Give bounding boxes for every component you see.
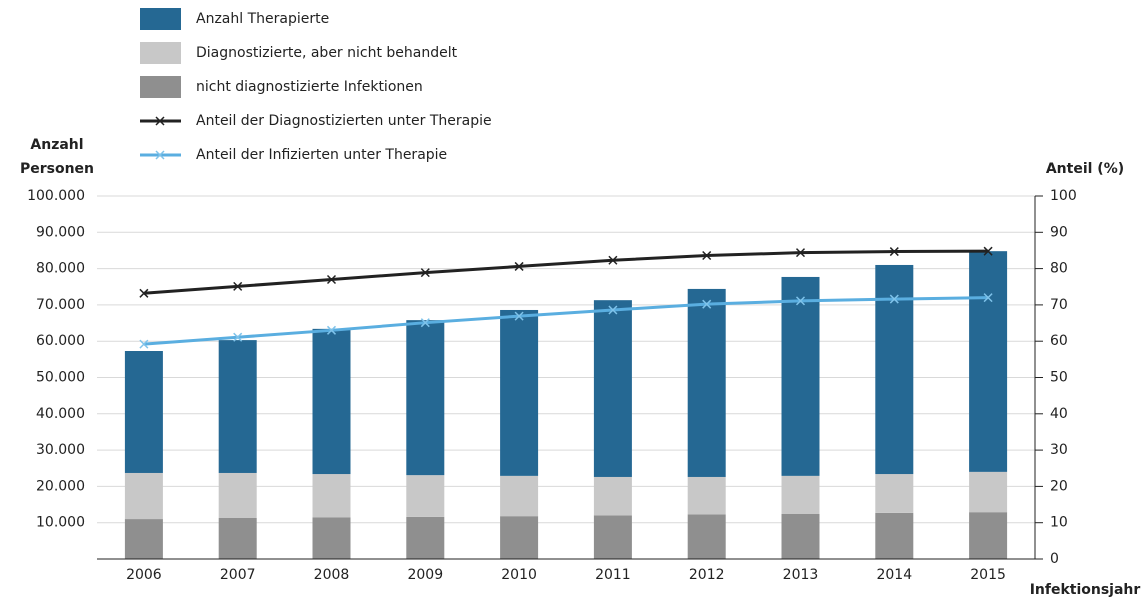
bar [500,475,539,517]
x-axis-label: Infektionsjahr [1030,582,1141,598]
legend-label: Anteil der Infizierten unter Therapie [196,147,447,163]
bar [875,264,914,475]
y2-tick-label: 30 [1050,442,1068,458]
line-marker [326,274,337,285]
bar [969,471,1008,513]
line-marker [514,261,524,271]
line-marker [233,281,243,291]
x-tick-label: 2013 [783,567,819,583]
y2-tick-label: 90 [1050,224,1068,240]
legend-label: Diagnostizierte, aber nicht behandelt [196,45,458,61]
y2-tick-label: 40 [1050,406,1068,422]
line-marker [889,294,899,304]
bar [687,514,726,559]
bar [218,340,257,473]
line-marker [420,268,430,278]
y-tick-label: 60.000 [36,333,85,349]
bar [969,251,1008,472]
legend-label: Anteil der Diagnostizierten unter Therap… [196,113,492,129]
line [143,249,989,295]
line-marker [795,248,806,258]
bar [406,320,445,476]
bar [875,512,914,559]
line-marker [795,296,806,306]
legend-swatch [140,8,181,30]
legend-marker [155,116,165,126]
y-tick-label: 90.000 [36,224,85,240]
y-tick-label: 10.000 [36,515,85,531]
line-marker [608,305,618,315]
x-tick-label: 2015 [970,567,1006,583]
bar [312,328,351,475]
bar [312,474,351,518]
x-tick-label: 2010 [501,567,537,583]
bar [781,513,820,559]
line-marker [983,246,993,256]
bar [124,351,163,473]
bar [969,512,1008,559]
bar [687,288,726,477]
y-tick-label: 70.000 [36,297,85,313]
line-marker [608,255,618,265]
y2-tick-label: 80 [1050,261,1068,277]
x-tick-label: 2014 [876,567,912,583]
legend-marker [155,150,165,160]
x-tick-label: 2006 [126,567,162,583]
y-tick-label: 80.000 [36,261,85,277]
y2-tick-label: 10 [1050,515,1068,531]
y2-tick-label: 70 [1050,297,1068,313]
line-marker [139,288,149,298]
bar [406,516,445,559]
x-tick-label: 2009 [407,567,443,583]
bar [500,516,539,559]
bar [500,309,539,476]
y2-axis-label: Anteil (%) [1046,161,1124,177]
x-tick-label: 2008 [314,567,350,583]
bar [593,300,632,477]
line-marker [233,332,243,342]
y-tick-label: 40.000 [36,406,85,422]
bar [781,475,820,514]
legend-swatch [140,42,181,64]
y2-tick-label: 20 [1050,478,1068,494]
bar [406,475,445,517]
bar [781,276,820,476]
line-marker [983,293,993,303]
bar [593,476,632,516]
line-marker [514,311,524,321]
y-axis-label: Anzahl [30,137,83,153]
y2-tick-label: 60 [1050,333,1068,349]
bar [687,476,726,515]
y-axis-label: Personen [20,161,94,177]
legend-label: Anzahl Therapierte [196,11,329,27]
y-tick-label: 50.000 [36,370,85,386]
line-marker [702,251,712,261]
x-tick-label: 2007 [220,567,256,583]
y-tick-label: 30.000 [36,442,85,458]
bar [218,472,257,518]
y-tick-label: 100.000 [27,188,85,204]
line-marker [420,318,430,328]
bar [593,515,632,559]
line-marker [702,299,712,309]
y2-tick-label: 50 [1050,370,1068,386]
y-tick-label: 20.000 [36,478,85,494]
bar [312,517,351,559]
line-marker [139,339,149,349]
line-marker [326,325,337,335]
legend-label: nicht diagnostizierte Infektionen [196,79,423,95]
y2-tick-label: 0 [1050,551,1059,567]
bar [218,517,257,559]
bar [124,519,163,559]
line-marker [889,247,899,257]
bar [124,472,163,520]
x-tick-label: 2011 [595,567,631,583]
x-tick-label: 2012 [689,567,725,583]
y2-tick-label: 100 [1050,188,1077,204]
legend-swatch [140,76,181,98]
bar [875,474,914,513]
line [143,296,989,346]
